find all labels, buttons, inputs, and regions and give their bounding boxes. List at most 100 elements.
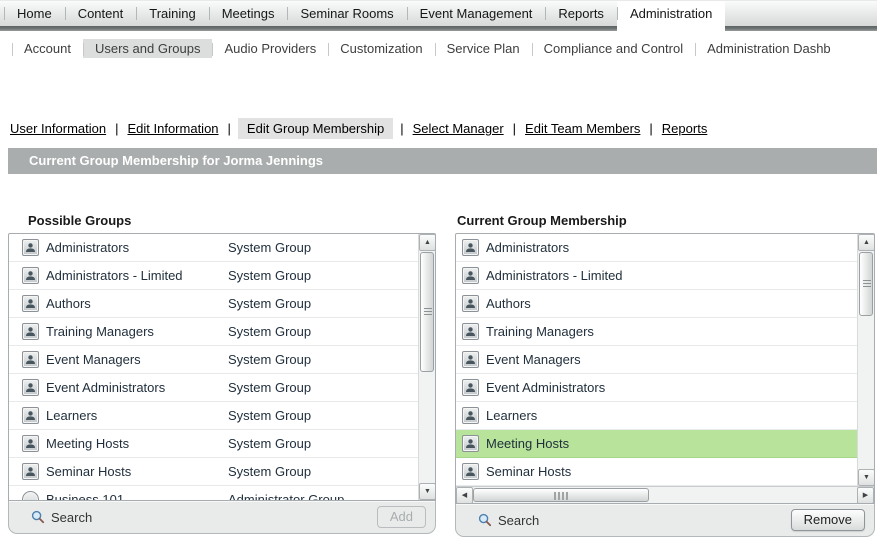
scroll-thumb[interactable] (420, 252, 434, 372)
group-name: Administrators - Limited (46, 268, 183, 283)
section-link-label: Reports (661, 121, 708, 136)
section-link[interactable]: Reports (660, 118, 710, 139)
scroll-up-button[interactable]: ▲ (419, 234, 435, 251)
group-row[interactable]: Event Administrators System Group (9, 374, 418, 402)
top-nav-tab-label: Administration (629, 6, 713, 21)
section-link[interactable]: Edit Team Members (523, 118, 660, 139)
user-group-icon (22, 323, 39, 340)
sub-nav-item[interactable]: Users and Groups (82, 39, 213, 58)
top-nav-tab-label: Content (77, 6, 124, 21)
sub-nav-item[interactable]: Audio Providers (212, 39, 328, 58)
group-row[interactable]: Event Administrators (456, 374, 857, 402)
group-row[interactable]: Event Managers System Group (9, 346, 418, 374)
current-membership-rows: Administrators Administrators - Limited … (456, 234, 857, 486)
group-name: Authors (486, 296, 531, 311)
add-button[interactable]: Add (376, 506, 426, 528)
search-control[interactable]: Search (31, 510, 92, 525)
group-row[interactable]: Authors (456, 290, 857, 318)
section-link[interactable]: Edit Group Membership (237, 118, 411, 139)
group-row[interactable]: Meeting Hosts System Group (9, 430, 418, 458)
user-group-icon (462, 267, 479, 284)
group-name: Meeting Hosts (46, 436, 130, 451)
top-nav-tab[interactable]: Content (64, 1, 137, 27)
group-row[interactable]: Authors System Group (9, 290, 418, 318)
sub-nav-item-label: Administration Dashb (707, 41, 831, 56)
group-row[interactable]: Learners (456, 402, 857, 430)
top-nav-tab[interactable]: Administration (616, 1, 726, 32)
user-group-icon (462, 239, 479, 256)
scroll-down-button[interactable]: ▼ (419, 483, 435, 500)
group-row[interactable]: Administrators - Limited (456, 262, 857, 290)
top-nav-tab[interactable]: Event Management (406, 1, 546, 27)
horizontal-scrollbar[interactable]: ◀ ▶ (456, 486, 874, 503)
user-group-icon (462, 407, 479, 424)
group-row[interactable]: Meeting Hosts (456, 430, 857, 458)
group-row[interactable]: Seminar Hosts (456, 458, 857, 486)
top-nav-tab[interactable]: Seminar Rooms (287, 1, 406, 27)
group-row[interactable]: Training Managers (456, 318, 857, 346)
group-row[interactable]: Event Managers (456, 346, 857, 374)
sub-nav-item[interactable]: Account (12, 39, 83, 58)
user-group-icon (462, 379, 479, 396)
group-row[interactable]: Seminar Hosts System Group (9, 458, 418, 486)
top-nav-tab-label: Training (149, 6, 196, 21)
vertical-scrollbar[interactable]: ▲ ▼ (857, 234, 874, 486)
current-membership-list: Administrators Administrators - Limited … (455, 233, 875, 504)
group-name: Training Managers (46, 324, 154, 339)
section-link-label: User Information (10, 121, 107, 136)
possible-groups-list: Administrators System Group Administrato… (8, 233, 436, 501)
user-group-icon (22, 407, 39, 424)
sub-nav-item[interactable]: Compliance and Control (531, 39, 695, 58)
search-control[interactable]: Search (478, 513, 539, 528)
sub-nav-item-label: Compliance and Control (543, 41, 684, 56)
user-group-icon (462, 323, 479, 340)
page-title: Current Group Membership for Jorma Jenni… (29, 153, 323, 168)
group-row[interactable]: Learners System Group (9, 402, 418, 430)
user-group-icon (462, 435, 479, 452)
section-link[interactable]: User Information (8, 118, 125, 139)
sub-nav-item-label: Customization (340, 41, 423, 56)
section-link[interactable]: Edit Information (125, 118, 237, 139)
group-row[interactable]: Administrators (456, 234, 857, 262)
group-name: Administrators (486, 240, 570, 255)
scroll-thumb[interactable] (473, 488, 649, 502)
user-group-icon (22, 267, 39, 284)
group-type: System Group (228, 408, 312, 423)
current-membership-heading: Current Group Membership (457, 213, 627, 228)
group-row[interactable]: Administrators System Group (9, 234, 418, 262)
scroll-thumb[interactable] (859, 252, 873, 316)
sub-nav-item[interactable]: Service Plan (434, 39, 532, 58)
user-group-icon (462, 463, 479, 480)
remove-button[interactable]: Remove (790, 509, 865, 531)
sub-nav-item[interactable]: Customization (328, 39, 434, 58)
magnifier-icon (478, 513, 492, 527)
nav-divider-strip (0, 26, 877, 31)
section-link[interactable]: Select Manager (411, 118, 523, 139)
possible-groups-footer: Search Add (8, 501, 436, 534)
possible-groups-rows: Administrators System Group Administrato… (9, 234, 418, 500)
top-nav-tab[interactable]: Reports (545, 1, 617, 27)
sub-nav-item[interactable]: Administration Dashb (695, 39, 843, 58)
group-row[interactable]: Business 101 Administrator Group (9, 486, 418, 500)
top-nav-tab[interactable]: Training (136, 1, 208, 27)
scroll-up-button[interactable]: ▲ (858, 234, 874, 251)
group-row[interactable]: Administrators - Limited System Group (9, 262, 418, 290)
scroll-left-button[interactable]: ◀ (456, 487, 473, 503)
scroll-right-button[interactable]: ▶ (857, 487, 874, 503)
vertical-scrollbar[interactable]: ▲ ▼ (418, 234, 435, 500)
group-name: Learners (486, 408, 538, 423)
group-row[interactable]: Training Managers System Group (9, 318, 418, 346)
section-link-label: Select Manager (412, 121, 504, 136)
group-type: System Group (228, 464, 312, 479)
scroll-down-button[interactable]: ▼ (858, 469, 874, 486)
top-nav-tab-label: Seminar Rooms (300, 6, 394, 21)
group-name: Meeting Hosts (486, 436, 570, 451)
group-name: Event Managers (46, 352, 141, 367)
search-label: Search (498, 512, 540, 528)
top-nav-tab[interactable]: Meetings (208, 1, 288, 27)
sub-nav-item-label: Users and Groups (94, 41, 201, 56)
user-group-icon (462, 351, 479, 368)
top-nav-tab[interactable]: Home (4, 1, 65, 27)
section-link-label: Edit Information (127, 121, 219, 136)
